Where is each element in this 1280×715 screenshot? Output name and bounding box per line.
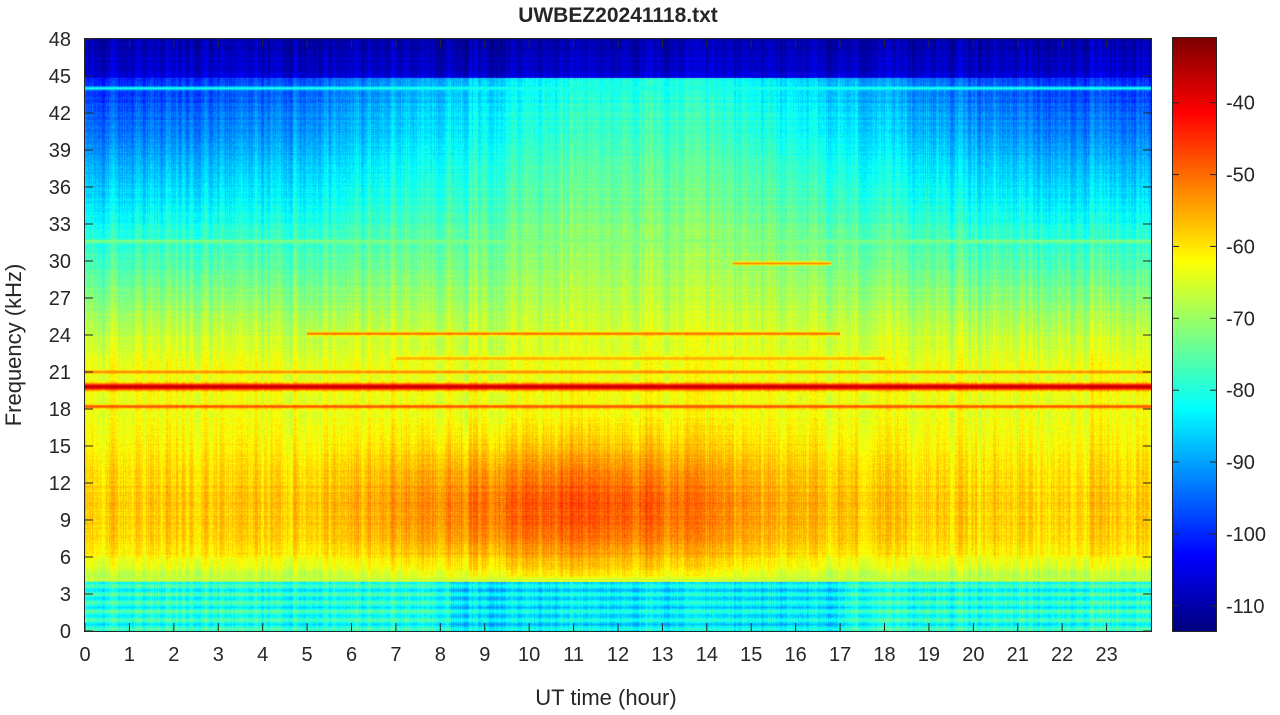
x-tick-label: 11 [563,644,584,666]
x-tick-label: 17 [829,644,851,666]
x-tick-label: 16 [785,644,807,666]
y-tick-label: 36 [49,177,71,199]
y-tick-label: 21 [49,362,71,384]
y-tick-label: 24 [49,325,71,347]
x-tick-label: 5 [302,644,313,666]
y-tick-label: 6 [60,547,71,569]
colorbar-tick-label: -100 [1226,524,1266,546]
colorbar-gradient [1173,38,1216,631]
y-tick-label: 9 [60,510,71,532]
x-tick-label: 7 [390,644,401,666]
colorbar-tick-label: -110 [1226,596,1265,618]
y-tick-label: 39 [49,140,71,162]
colorbar: -40 -50 -60 -70 -80 -90 -100 -110 [1172,37,1266,632]
y-tick-label: 30 [49,251,71,273]
colorbar-tick-label: -90 [1226,452,1255,474]
x-tick-label: 19 [918,644,940,666]
colorbar-ticks: -40 -50 -60 -70 -80 -90 -100 -110 [1173,93,1266,618]
x-tick-label: 12 [607,644,629,666]
colorbar-tick-label: -70 [1226,308,1255,330]
spectrogram-image [85,39,1151,631]
y-tick-label: 48 [49,29,71,51]
y-tick-label: 27 [49,288,71,310]
chart-title: UWBEZ20241118.txt [518,4,718,27]
plot-frame [84,38,1152,632]
y-tick-label: 33 [49,214,71,236]
x-tick-label: 13 [651,644,673,666]
y-tick-label: 12 [49,473,71,495]
colorbar-tick-label: -80 [1226,380,1255,402]
x-tick-label: 4 [257,644,268,666]
colorbar-tick-label: -60 [1226,236,1255,258]
x-tick-label: 18 [873,644,895,666]
y-tick-label: 45 [49,66,71,88]
x-tick-label: 9 [479,644,490,666]
x-tick-label: 3 [213,644,224,666]
x-axis-ticks: 0 1 2 3 4 5 6 7 8 9 10 11 12 13 14 15 16 17 18 19 20 21 22 23 [79,39,1118,666]
x-tick-label: 23 [1095,644,1117,666]
x-tick-label: 1 [124,644,135,666]
x-tick-label: 22 [1051,644,1073,666]
x-tick-label: 15 [740,644,762,666]
colorbar-tick-label: -50 [1226,165,1255,187]
x-tick-label: 8 [435,644,446,666]
x-tick-label: 2 [168,644,179,666]
colorbar-frame [1172,37,1217,632]
y-tick-label: 0 [60,621,71,643]
colorbar-tick-label: -40 [1226,93,1255,115]
y-tick-label: 15 [49,436,71,458]
x-tick-label: 14 [696,644,718,666]
x-tick-label: 0 [79,644,90,666]
y-tick-label: 18 [49,399,71,421]
y-tick-label: 3 [60,584,71,606]
x-tick-label: 10 [518,644,540,666]
x-axis-label: UT time (hour) [535,685,676,710]
x-tick-label: 21 [1007,644,1029,666]
y-tick-label: 42 [49,103,71,125]
x-tick-label: 6 [346,644,357,666]
x-tick-label: 20 [962,644,984,666]
y-axis-label: Frequency (kHz) [1,264,26,427]
spectrogram-plot-area [84,38,1152,632]
